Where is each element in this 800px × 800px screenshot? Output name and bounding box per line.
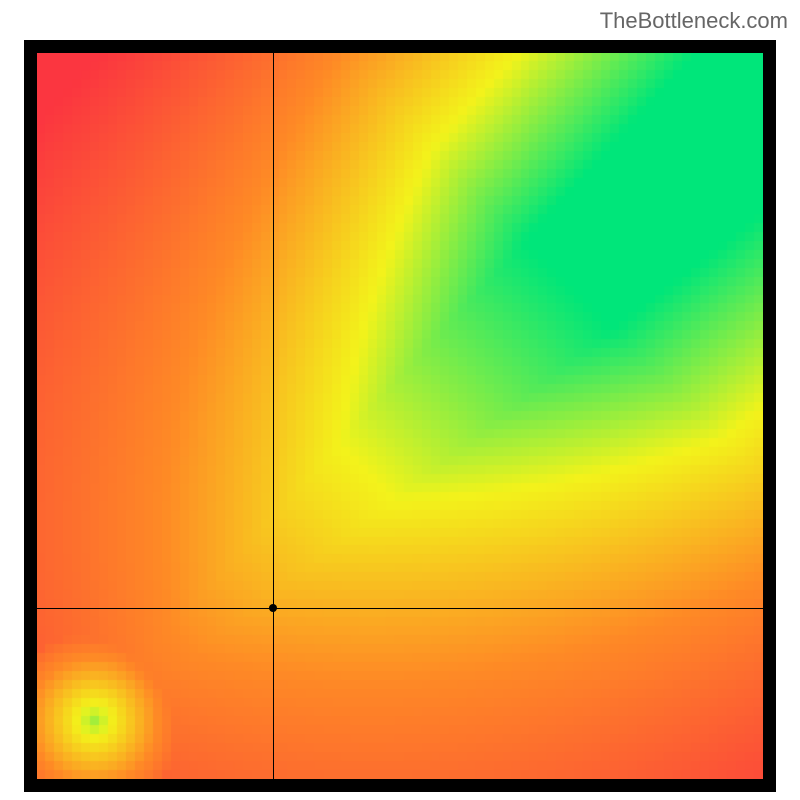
crosshair-horizontal <box>37 608 763 609</box>
watermark-text: TheBottleneck.com <box>600 8 788 34</box>
chart-frame <box>24 40 776 792</box>
heatmap-canvas <box>37 53 763 779</box>
crosshair-vertical <box>273 53 274 779</box>
heatmap-plot <box>37 53 763 779</box>
marker-point <box>269 604 277 612</box>
